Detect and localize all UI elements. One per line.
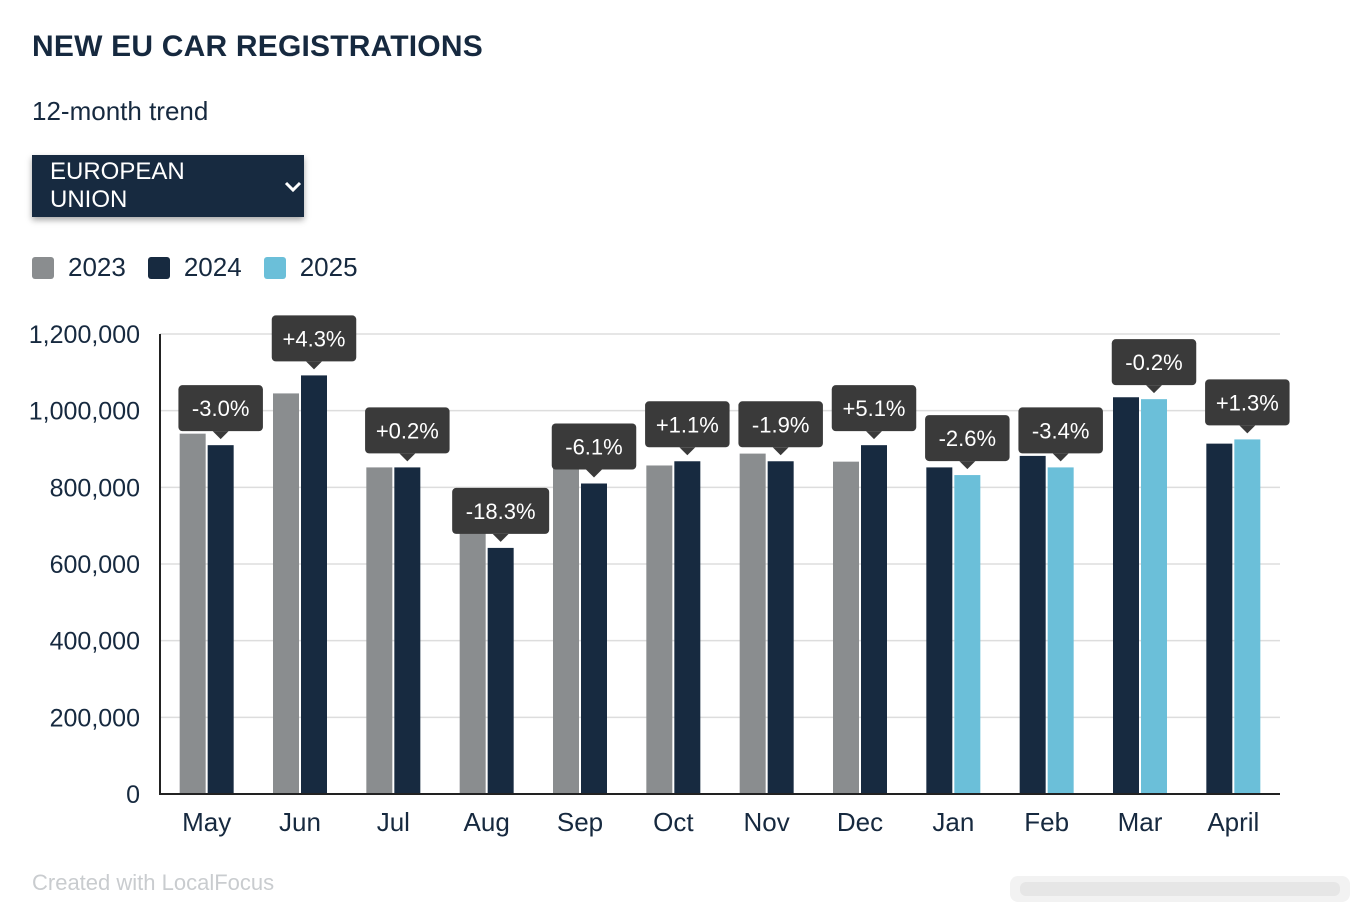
- change-badge: [365, 407, 450, 454]
- bar-2023-nov: [739, 453, 766, 794]
- bar-2024-feb: [1019, 455, 1046, 794]
- change-badge-label: -0.2%: [1125, 350, 1182, 375]
- change-badge-label: -1.9%: [752, 412, 809, 437]
- change-badge-label: -3.4%: [1032, 418, 1089, 443]
- bar-2023-jul: [366, 467, 393, 794]
- bar-2024-jul: [394, 467, 421, 794]
- bar-2023-oct: [646, 465, 673, 794]
- change-badge: [1018, 407, 1103, 454]
- bar-2023-jun: [273, 393, 299, 794]
- bar-2023-sep: [553, 463, 579, 794]
- bar-2025-mar: [1141, 399, 1167, 794]
- x-tick-label: Dec: [837, 807, 883, 837]
- change-badge-label: -2.6%: [939, 426, 996, 451]
- change-badge: [645, 401, 730, 448]
- localfocus-logo-icon: [1010, 876, 1350, 902]
- change-badge-pointer: [959, 461, 976, 470]
- change-badge: [925, 415, 1010, 462]
- change-badge-pointer: [399, 453, 416, 462]
- x-tick-label: Nov: [744, 807, 790, 837]
- change-badge: [271, 315, 357, 362]
- change-badge-label: -18.3%: [466, 499, 536, 524]
- bar-2024-jan: [926, 467, 953, 794]
- bar-2024-may: [207, 445, 234, 794]
- bar-2023-may: [179, 433, 206, 794]
- bar-2024-jun: [301, 375, 327, 794]
- legend-label-2024: 2024: [183, 252, 242, 282]
- change-badge-label: +5.1%: [843, 396, 906, 421]
- region-dropdown-label: EUROPEAN UNION: [50, 158, 185, 213]
- change-badge: [738, 401, 823, 448]
- bar-2023-dec: [833, 461, 859, 794]
- chart-title: NEW EU CAR REGISTRATIONS: [32, 30, 483, 63]
- change-badge: [178, 385, 263, 432]
- change-badge-label: +0.2%: [376, 418, 439, 443]
- x-tick-label: Feb: [1024, 807, 1069, 837]
- bar-2024-nov: [767, 461, 794, 794]
- bar-2025-jan: [954, 475, 981, 794]
- change-badge-label: -3.0%: [192, 396, 249, 421]
- change-badge-pointer: [679, 447, 696, 456]
- bar-2024-oct: [674, 461, 701, 794]
- change-badge-pointer: [1052, 453, 1069, 462]
- legend-swatch-2025: [263, 256, 286, 279]
- change-badge-label: +4.3%: [283, 326, 346, 351]
- x-tick-label: Jul: [377, 807, 410, 837]
- legend-label-2023: 2023: [68, 252, 126, 282]
- bar-2025-april: [1234, 439, 1261, 794]
- x-tick-label: May: [182, 807, 231, 837]
- x-tick-label: Jan: [932, 807, 974, 837]
- change-badge-label: +1.3%: [1216, 390, 1279, 415]
- change-badge-pointer: [492, 533, 509, 542]
- chart-legend: 2023 2024 2025: [32, 252, 380, 283]
- bar-2024-aug: [487, 547, 514, 794]
- chart-subtitle: 12-month trend: [32, 96, 209, 126]
- y-tick-label: 1,200,000: [29, 321, 140, 349]
- change-badge-label: +1.1%: [656, 412, 719, 437]
- chevron-down-icon: [282, 175, 304, 197]
- change-badge-pointer: [306, 361, 322, 370]
- legend-item-2025[interactable]: 2025: [263, 252, 358, 283]
- change-badge-pointer: [586, 469, 602, 478]
- legend-swatch-2023: [32, 256, 54, 279]
- change-badge: [551, 423, 637, 470]
- change-badge: [831, 385, 917, 432]
- bar-2024-april: [1206, 443, 1233, 794]
- legend-label-2025: 2025: [299, 252, 358, 282]
- change-badge-label: -6.1%: [565, 435, 622, 460]
- x-tick-label: April: [1207, 807, 1259, 837]
- bar-2024-mar: [1113, 397, 1139, 794]
- y-tick-label: 200,000: [50, 704, 140, 732]
- x-tick-label: Aug: [464, 807, 510, 837]
- y-tick-label: 600,000: [50, 551, 140, 579]
- x-tick-label: Jun: [279, 807, 321, 837]
- bar-2023-aug: [459, 491, 486, 794]
- x-tick-label: Mar: [1118, 807, 1163, 837]
- region-dropdown[interactable]: EUROPEAN UNION: [32, 155, 304, 217]
- legend-item-2023[interactable]: 2023: [32, 252, 126, 283]
- bar-2025-feb: [1047, 467, 1074, 794]
- x-tick-label: Sep: [557, 807, 603, 837]
- change-badge-pointer: [1239, 425, 1256, 434]
- change-badge: [1111, 339, 1197, 386]
- change-badge-pointer: [212, 431, 229, 440]
- change-badge: [1205, 379, 1290, 426]
- y-tick-label: 800,000: [50, 474, 140, 502]
- legend-swatch-2024: [147, 256, 170, 279]
- change-badge-pointer: [1146, 385, 1162, 394]
- change-badge-pointer: [866, 431, 882, 440]
- footer-credit[interactable]: Created with LocalFocus: [32, 870, 275, 895]
- y-tick-label: 400,000: [50, 628, 140, 656]
- y-tick-label: 0: [126, 781, 140, 809]
- bar-2024-sep: [581, 483, 607, 794]
- change-badge-pointer: [772, 447, 789, 456]
- change-badge: [452, 487, 550, 534]
- bar-2024-dec: [861, 445, 887, 794]
- x-tick-label: Oct: [653, 807, 694, 837]
- y-tick-label: 1,000,000: [29, 398, 140, 426]
- legend-item-2024[interactable]: 2024: [147, 252, 242, 283]
